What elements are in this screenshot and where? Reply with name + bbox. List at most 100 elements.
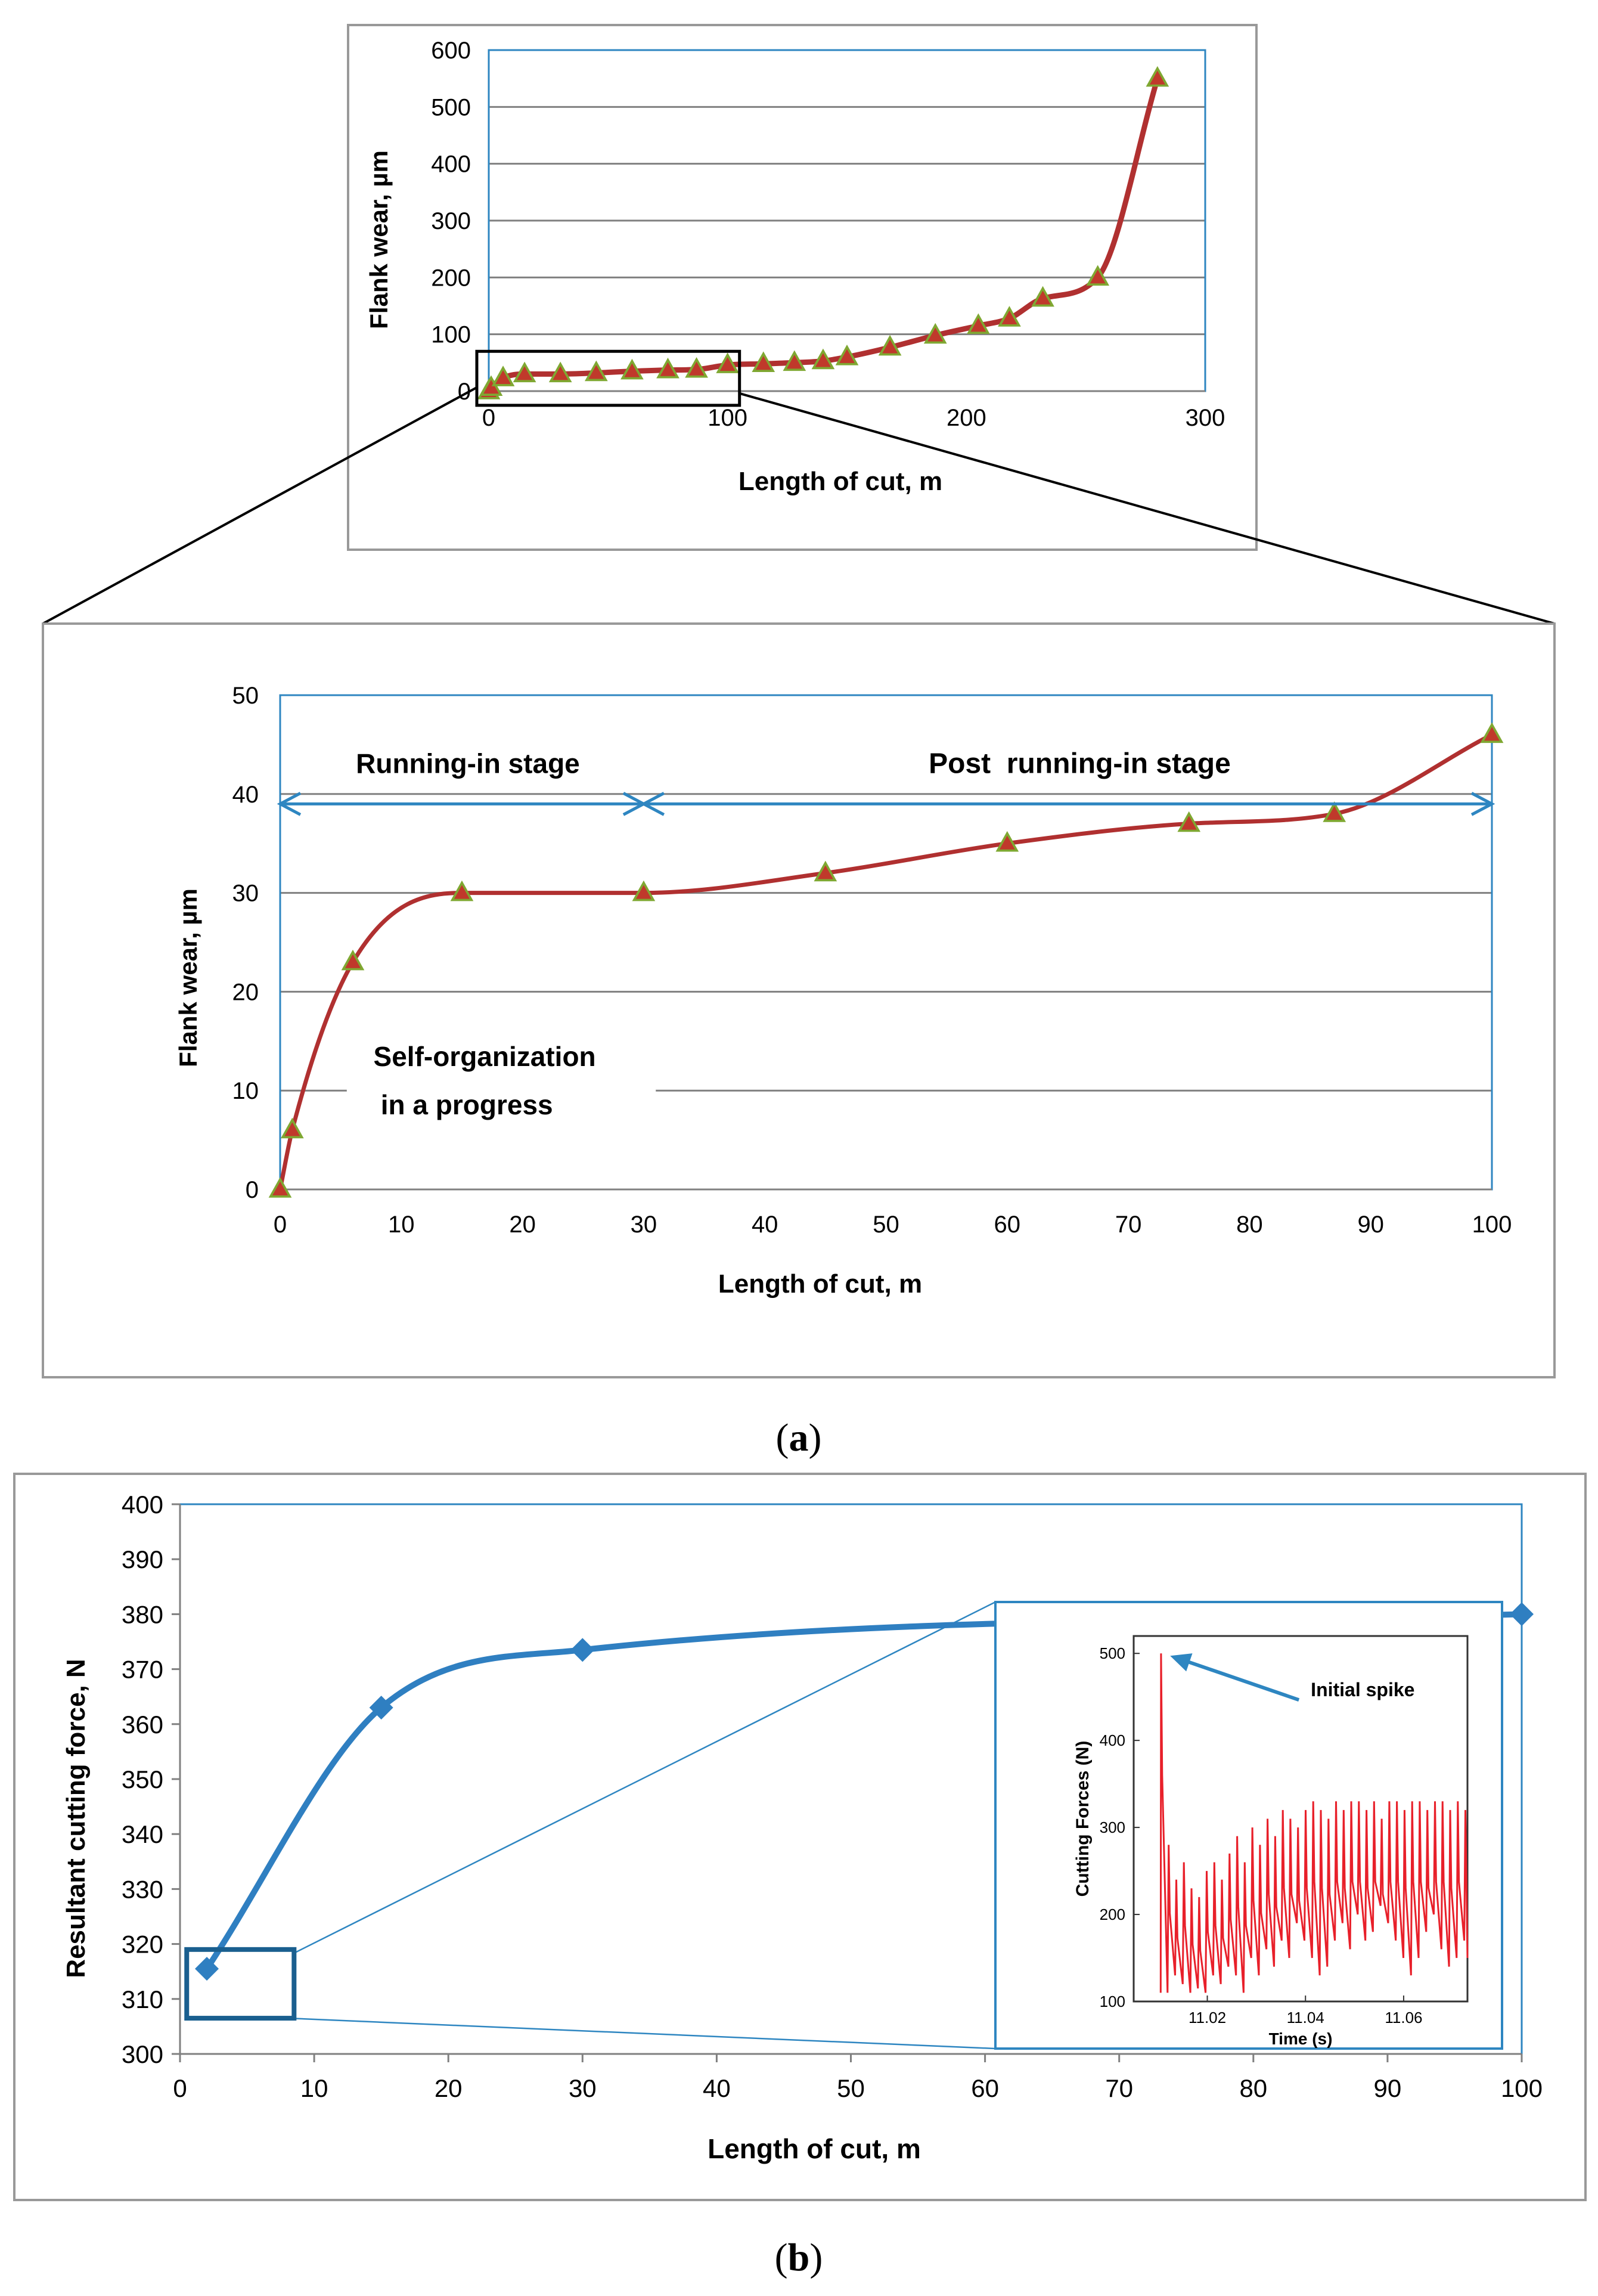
marker-triangle <box>450 880 474 901</box>
label-post-running-in-stage: Post running-in stage <box>929 748 1231 779</box>
marker-triangle <box>656 357 679 379</box>
x-tick-label-0: 0 <box>173 2074 187 2102</box>
marker-triangle <box>341 949 365 971</box>
marker-triangle <box>513 361 536 383</box>
chart-a-bottom-y-title: Flank wear, µm <box>174 888 202 1067</box>
marker-triangle <box>716 352 740 373</box>
marker-triangle <box>268 1177 292 1198</box>
marker-triangle <box>878 334 902 356</box>
x-tick-label-0: 0 <box>274 1211 287 1238</box>
marker-triangle <box>1480 722 1504 743</box>
x-tick-label-100: 100 <box>1472 1211 1512 1238</box>
label-self-organization: Self-organization <box>374 1041 596 1072</box>
marker-triangle <box>620 358 644 380</box>
y-tick-label-100: 100 <box>431 322 471 348</box>
y-tick-label-340: 340 <box>122 1820 163 1848</box>
x-tick-label-20: 20 <box>509 1211 536 1238</box>
chart-b-y-title: Resultant cutting force, N <box>61 1659 91 1978</box>
marker-triangle <box>814 860 837 882</box>
marker-diamond <box>570 1638 595 1662</box>
x-tick-label-30: 30 <box>569 2074 597 2102</box>
label-in-a-progress: in a progress <box>381 1089 553 1120</box>
x-tick-label-30: 30 <box>631 1211 657 1238</box>
y-tick-label-200: 200 <box>431 265 471 291</box>
marker-diamond <box>195 1957 219 1981</box>
marker-diamond <box>369 1696 393 1720</box>
marker-triangle <box>783 350 806 371</box>
chart-a-top-y-title: Flank wear, µm <box>365 150 393 329</box>
chart-a-top-outer-box <box>347 24 1258 551</box>
inset-y-title: Cutting Forces (N) <box>1073 1741 1093 1897</box>
x-tick-label-20: 20 <box>435 2074 463 2102</box>
marker-triangle <box>584 360 608 382</box>
marker-triangle <box>548 361 572 383</box>
y-tick-label-40: 40 <box>232 782 259 808</box>
y-tick-label-300: 300 <box>122 2040 163 2068</box>
marker-triangle <box>995 831 1019 852</box>
y-tick-label-330: 330 <box>122 1875 163 1903</box>
marker-triangle <box>1086 265 1110 286</box>
x-tick-label-10: 10 <box>388 1211 415 1238</box>
y-tick-label-0: 0 <box>246 1177 259 1203</box>
x-tick-label-40: 40 <box>752 1211 778 1238</box>
y-tick-label-310: 310 <box>122 1985 163 2013</box>
x-tick-label-70: 70 <box>1115 1211 1142 1238</box>
x-tick-label-100: 100 <box>1501 2074 1543 2102</box>
marker-triangle <box>1323 801 1346 822</box>
inset-y-tick-label-300: 300 <box>1100 1818 1125 1836</box>
marker-triangle <box>811 348 835 370</box>
marker-triangle <box>998 306 1021 327</box>
initial-spike-arrowhead <box>1170 1653 1193 1672</box>
chart-a-top-x-title: Length of cut, m <box>739 467 942 496</box>
inset-x-title: Time (s) <box>1269 2029 1333 2048</box>
stage-arrowhead-right-1 <box>1470 792 1495 816</box>
inset-x-tick-label-0: 11.02 <box>1189 2009 1226 2027</box>
x-tick-label-300: 300 <box>1186 405 1225 431</box>
zoom-connector-bottom <box>288 2017 996 2050</box>
chart-b-x-title: Length of cut, m <box>708 2133 921 2164</box>
chart-a-bottom-outer-box <box>42 622 1556 1378</box>
inset-cutting-force-chart: 100 200 300 400 500 11.02 11.04 11.06 Initial … <box>994 1601 1503 2050</box>
y-tick-label-10: 10 <box>232 1078 259 1104</box>
zoom-box-b <box>184 1947 297 2021</box>
y-tick-label-400: 400 <box>122 1491 163 1519</box>
chart-a-bottom-x-title: Length of cut, m <box>718 1269 922 1299</box>
label-initial-spike: Initial spike <box>1311 1679 1414 1700</box>
initial-spike-arrow <box>1184 1659 1300 1702</box>
inset-x-tick-label-1: 11.04 <box>1287 2009 1324 2027</box>
y-tick-label-380: 380 <box>122 1600 163 1628</box>
marker-triangle <box>1031 286 1054 307</box>
y-tick-label-30: 30 <box>232 881 259 907</box>
y-tick-label-350: 350 <box>122 1765 163 1793</box>
x-tick-label-50: 50 <box>873 1211 899 1238</box>
marker-triangle <box>923 323 947 344</box>
x-tick-label-100: 100 <box>708 405 747 431</box>
x-tick-label-60: 60 <box>971 2074 999 2102</box>
x-tick-label-80: 80 <box>1239 2074 1267 2102</box>
caption-a: (a) <box>776 1416 822 1460</box>
zoom-connector-top <box>293 1601 996 1954</box>
caption-a-letter: a <box>789 1416 809 1460</box>
label-running-in-stage: Running-in stage <box>356 748 580 779</box>
panel-a-top-chart: 0 100 200 300 400 500 600 0 100 200 300 Length of… <box>347 24 1258 551</box>
marker-triangle <box>752 351 775 373</box>
marker-triangle <box>632 880 656 901</box>
y-tick-label-0: 0 <box>458 379 471 405</box>
stage-arrowhead-left-1 <box>640 792 665 816</box>
marker-triangle <box>280 1117 304 1139</box>
y-tick-label-600: 600 <box>431 38 471 64</box>
y-tick-label-320: 320 <box>122 1931 163 1959</box>
inset-y-tick-label-400: 400 <box>1100 1731 1125 1749</box>
inset-y-tick-label-100: 100 <box>1100 1993 1125 2010</box>
caption-a-open: ( <box>776 1416 789 1460</box>
x-tick-label-0: 0 <box>482 405 495 431</box>
caption-b: (b) <box>775 2236 823 2279</box>
y-tick-label-370: 370 <box>122 1656 163 1684</box>
marker-triangle <box>835 344 859 365</box>
x-tick-label-70: 70 <box>1105 2074 1133 2102</box>
marker-diamond <box>1510 1602 1534 1626</box>
inset-x-tick-label-2: 11.06 <box>1385 2009 1422 2027</box>
zoom-connector-left <box>42 386 477 625</box>
panel-a-zoom-chart: 0 10 20 30 40 50 0 10 20 30 40 50 60 70 80 90 100 Runni… <box>42 622 1556 1378</box>
